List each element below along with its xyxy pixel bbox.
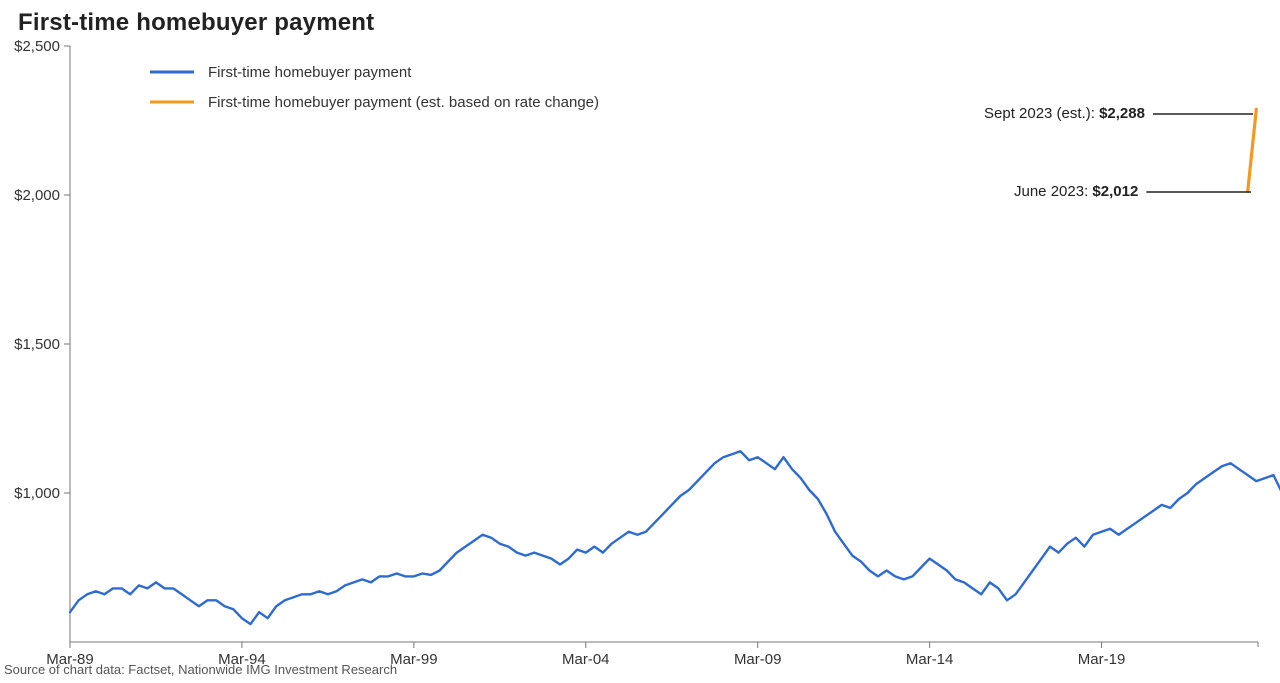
svg-text:$2,000: $2,000 <box>14 187 60 204</box>
chart-annotation: June 2023: $2,012 <box>1014 183 1251 200</box>
chart-title: First-time homebuyer payment <box>18 9 374 37</box>
series-payment_est <box>1248 109 1257 191</box>
legend-label: First-time homebuyer payment <box>208 64 412 81</box>
svg-text:Mar-99: Mar-99 <box>390 651 438 668</box>
svg-text:Mar-09: Mar-09 <box>734 651 782 668</box>
payment-line-chart: $1,000$1,500$2,000$2,500Mar-89Mar-94Mar-… <box>0 0 1280 683</box>
svg-text:Mar-04: Mar-04 <box>562 651 610 668</box>
y-axis-ticks: $1,000 $1,500 $2,000 $2,500 <box>14 38 70 502</box>
svg-text:Mar-19: Mar-19 <box>1078 651 1126 668</box>
svg-text:June 2023: $2,012: June 2023: $2,012 <box>1014 183 1138 200</box>
svg-text:$2,500: $2,500 <box>14 38 60 55</box>
svg-text:Sept 2023 (est.): $2,288: Sept 2023 (est.): $2,288 <box>984 105 1145 122</box>
chart-source: Source of chart data: Factset, Nationwid… <box>4 662 397 677</box>
svg-text:$1,000: $1,000 <box>14 485 60 502</box>
svg-text:Mar-14: Mar-14 <box>906 651 954 668</box>
chart-annotation: Sept 2023 (est.): $2,288 <box>984 105 1253 122</box>
legend-label: First-time homebuyer payment (est. based… <box>208 94 599 111</box>
series-payment <box>70 191 1280 624</box>
chart-legend: First-time homebuyer payment First-time h… <box>150 64 599 111</box>
svg-text:$1,500: $1,500 <box>14 336 60 353</box>
